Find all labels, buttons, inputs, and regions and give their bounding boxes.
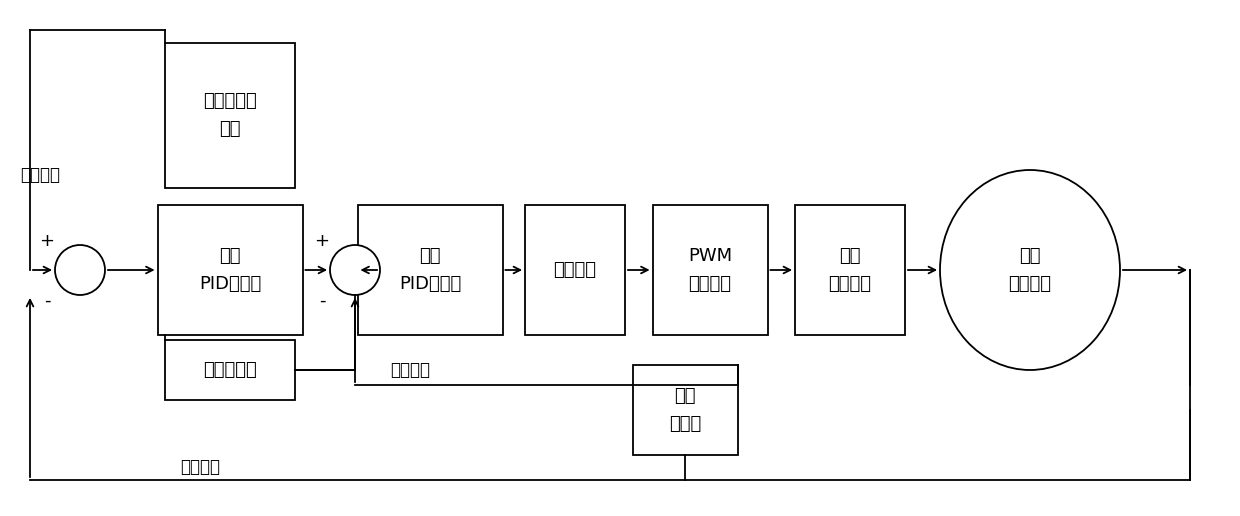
Bar bbox=[525, 205, 625, 335]
Bar bbox=[795, 205, 905, 335]
Text: 速度: 速度 bbox=[419, 247, 440, 265]
Text: 位置: 位置 bbox=[219, 247, 241, 265]
Ellipse shape bbox=[940, 170, 1120, 370]
Text: 导航计算机: 导航计算机 bbox=[203, 92, 257, 110]
Text: 指令: 指令 bbox=[219, 120, 241, 138]
Bar bbox=[357, 205, 502, 335]
Text: -: - bbox=[43, 292, 51, 310]
Text: 电机: 电机 bbox=[839, 247, 861, 265]
Circle shape bbox=[55, 245, 105, 295]
Circle shape bbox=[330, 245, 379, 295]
Bar bbox=[165, 42, 295, 187]
Text: +: + bbox=[315, 232, 330, 250]
Bar bbox=[652, 205, 768, 335]
Text: 位置反馈: 位置反馈 bbox=[180, 458, 219, 476]
Text: PID控制器: PID控制器 bbox=[198, 275, 262, 293]
Text: 速率反馈: 速率反馈 bbox=[391, 361, 430, 379]
Text: 变压器: 变压器 bbox=[668, 415, 701, 433]
Text: 驱动电路: 驱动电路 bbox=[828, 275, 872, 293]
Bar bbox=[632, 365, 738, 455]
Text: 饱和环节: 饱和环节 bbox=[553, 261, 596, 279]
Text: 前馈控制器: 前馈控制器 bbox=[203, 361, 257, 379]
Text: 力矩电机: 力矩电机 bbox=[1008, 275, 1052, 293]
Text: PID控制器: PID控制器 bbox=[399, 275, 461, 293]
Text: PWM: PWM bbox=[688, 247, 732, 265]
Bar bbox=[165, 340, 295, 400]
Bar bbox=[157, 205, 303, 335]
Text: 旋转: 旋转 bbox=[675, 387, 696, 405]
Text: 直流: 直流 bbox=[1019, 247, 1040, 265]
Text: -: - bbox=[319, 292, 325, 310]
Text: 方波信号: 方波信号 bbox=[688, 275, 732, 293]
Text: +: + bbox=[40, 232, 55, 250]
Text: 目标角度: 目标角度 bbox=[20, 166, 60, 184]
